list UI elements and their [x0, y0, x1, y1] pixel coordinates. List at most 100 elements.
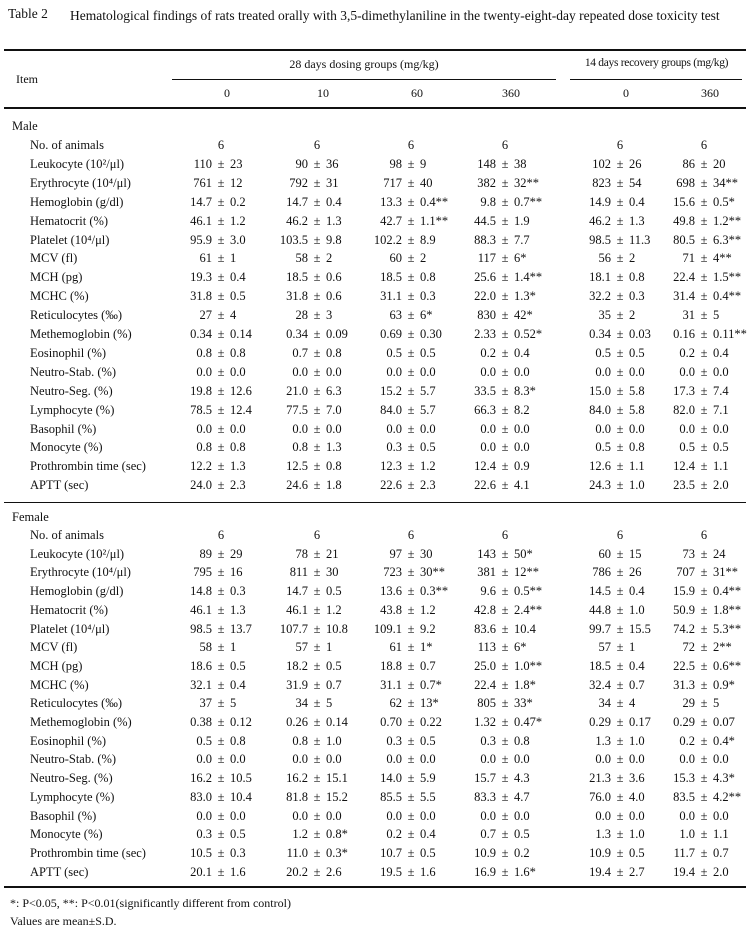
- cell-mean: 16.9: [474, 864, 496, 879]
- cell-sd: 0.4: [326, 194, 342, 209]
- footnote-values: Values are mean±S.D.: [10, 914, 117, 928]
- cell-sd: 0.4**: [420, 194, 449, 209]
- cell-sd: 1.3: [230, 602, 246, 617]
- cell-sd: 0.8: [629, 440, 645, 455]
- cell-sd: 0.2: [514, 845, 530, 860]
- plus-minus-sign: ±: [501, 677, 509, 692]
- cell-sd: 0.8: [420, 270, 436, 285]
- plus-minus-sign: ±: [501, 640, 509, 655]
- cell-sd: 0.4: [230, 270, 246, 285]
- cell-sd: 0.4*: [713, 733, 735, 748]
- cell-sd: 0.7: [420, 658, 436, 673]
- row-item-label: Platelet (10⁴/μl): [30, 232, 110, 247]
- cell-sd: 0.3: [420, 289, 436, 304]
- row-item-label: Lymphocyte (%): [30, 402, 115, 417]
- plus-minus-sign: ±: [313, 327, 321, 341]
- plus-minus-sign: ±: [217, 402, 225, 417]
- row-item-label: Monocyte (%): [30, 440, 103, 455]
- plus-minus-sign: ±: [501, 175, 509, 190]
- cell-sd: 0.4**: [713, 289, 742, 304]
- cell-mean: 10.9: [474, 845, 496, 860]
- cell-mean: 16.2: [190, 771, 212, 786]
- cell-mean: 0.0: [679, 364, 695, 379]
- cell-sd: 0.7: [713, 845, 729, 860]
- cell-sd: 0.14: [326, 715, 348, 729]
- plus-minus-sign: ±: [501, 194, 509, 209]
- plus-minus-sign: ±: [313, 421, 321, 436]
- cell-sd: 0.6: [326, 270, 342, 285]
- cell-sd: 0.6: [326, 289, 342, 304]
- cell-mean: 46.1: [286, 602, 308, 617]
- cell-mean: 25.6: [474, 270, 496, 285]
- cell-mean: 0.0: [480, 808, 496, 823]
- plus-minus-sign: ±: [407, 715, 415, 729]
- plus-minus-sign: ±: [407, 752, 415, 767]
- cell-mean: 1.2: [292, 827, 308, 842]
- cell-mean: 792: [289, 175, 308, 190]
- cell-mean: 19.5: [380, 864, 402, 879]
- cell-sd: 40: [420, 175, 433, 190]
- cell-sd: 54: [629, 175, 642, 190]
- cell-mean: 31.9: [286, 677, 308, 692]
- plus-minus-sign: ±: [313, 621, 321, 636]
- plus-minus-sign: ±: [700, 771, 708, 786]
- cell-sd: 0.4: [629, 584, 645, 599]
- plus-minus-sign: ±: [700, 345, 708, 360]
- plus-minus-sign: ±: [501, 771, 509, 786]
- cell-sd: 1.0: [629, 478, 645, 493]
- plus-minus-sign: ±: [313, 383, 321, 398]
- plus-minus-sign: ±: [501, 213, 509, 228]
- plus-minus-sign: ±: [700, 175, 708, 190]
- cell-sd: 1.0: [629, 733, 645, 748]
- cell-sd: 1.8**: [713, 602, 742, 617]
- cell-sd: 0.5: [420, 440, 436, 455]
- cell-sd: 1.1: [713, 459, 729, 474]
- cell-mean: 86: [682, 156, 696, 171]
- cell-sd: 15.1: [326, 771, 348, 786]
- cell-sd: 0.07: [713, 715, 735, 729]
- cell-value: 6: [313, 528, 321, 542]
- row-item-label: MCH (pg): [30, 658, 83, 673]
- plus-minus-sign: ±: [616, 478, 624, 493]
- cell-sd: 0.12: [230, 715, 252, 729]
- cell-mean: 71: [682, 251, 696, 266]
- cell-sd: 30**: [420, 565, 445, 580]
- cell-sd: 0.7: [629, 677, 645, 692]
- cell-sd: 0.9*: [713, 677, 735, 692]
- cell-sd: 0.0: [713, 808, 729, 823]
- cell-sd: 0.0: [514, 808, 530, 823]
- plus-minus-sign: ±: [217, 771, 225, 786]
- plus-minus-sign: ±: [700, 421, 708, 436]
- cell-sd: 0.8: [629, 270, 645, 285]
- plus-minus-sign: ±: [407, 677, 415, 692]
- plus-minus-sign: ±: [217, 289, 225, 304]
- cell-mean: 44.8: [589, 602, 611, 617]
- cell-sd: 0.5: [230, 289, 246, 304]
- cell-sd: 1.9: [514, 213, 530, 228]
- plus-minus-sign: ±: [407, 733, 415, 748]
- cell-mean: 22.6: [380, 478, 402, 493]
- cell-sd: 3: [326, 308, 333, 323]
- cell-sd: 1.0: [629, 602, 645, 617]
- cell-mean: 0.0: [480, 440, 496, 455]
- plus-minus-sign: ±: [700, 232, 708, 247]
- cell-mean: 717: [383, 175, 402, 190]
- cell-mean: 0.5: [196, 733, 212, 748]
- plus-minus-sign: ±: [616, 402, 624, 417]
- cell-sd: 1.6: [230, 864, 246, 879]
- cell-value: 6: [700, 528, 708, 542]
- plus-minus-sign: ±: [501, 752, 509, 767]
- cell-value: 6: [217, 138, 225, 152]
- cell-mean: 50.9: [673, 602, 695, 617]
- cell-mean: 15.6: [673, 194, 695, 209]
- cell-mean: 830: [477, 308, 496, 323]
- cell-mean: 14.8: [190, 584, 212, 599]
- plus-minus-sign: ±: [501, 383, 509, 398]
- cell-sd: 2.4**: [514, 602, 543, 617]
- plus-minus-sign: ±: [313, 546, 321, 561]
- cell-sd: 7.7: [514, 232, 530, 247]
- plus-minus-sign: ±: [217, 864, 225, 879]
- cell-mean: 31.8: [286, 289, 308, 304]
- plus-minus-sign: ±: [616, 156, 624, 171]
- plus-minus-sign: ±: [700, 251, 708, 266]
